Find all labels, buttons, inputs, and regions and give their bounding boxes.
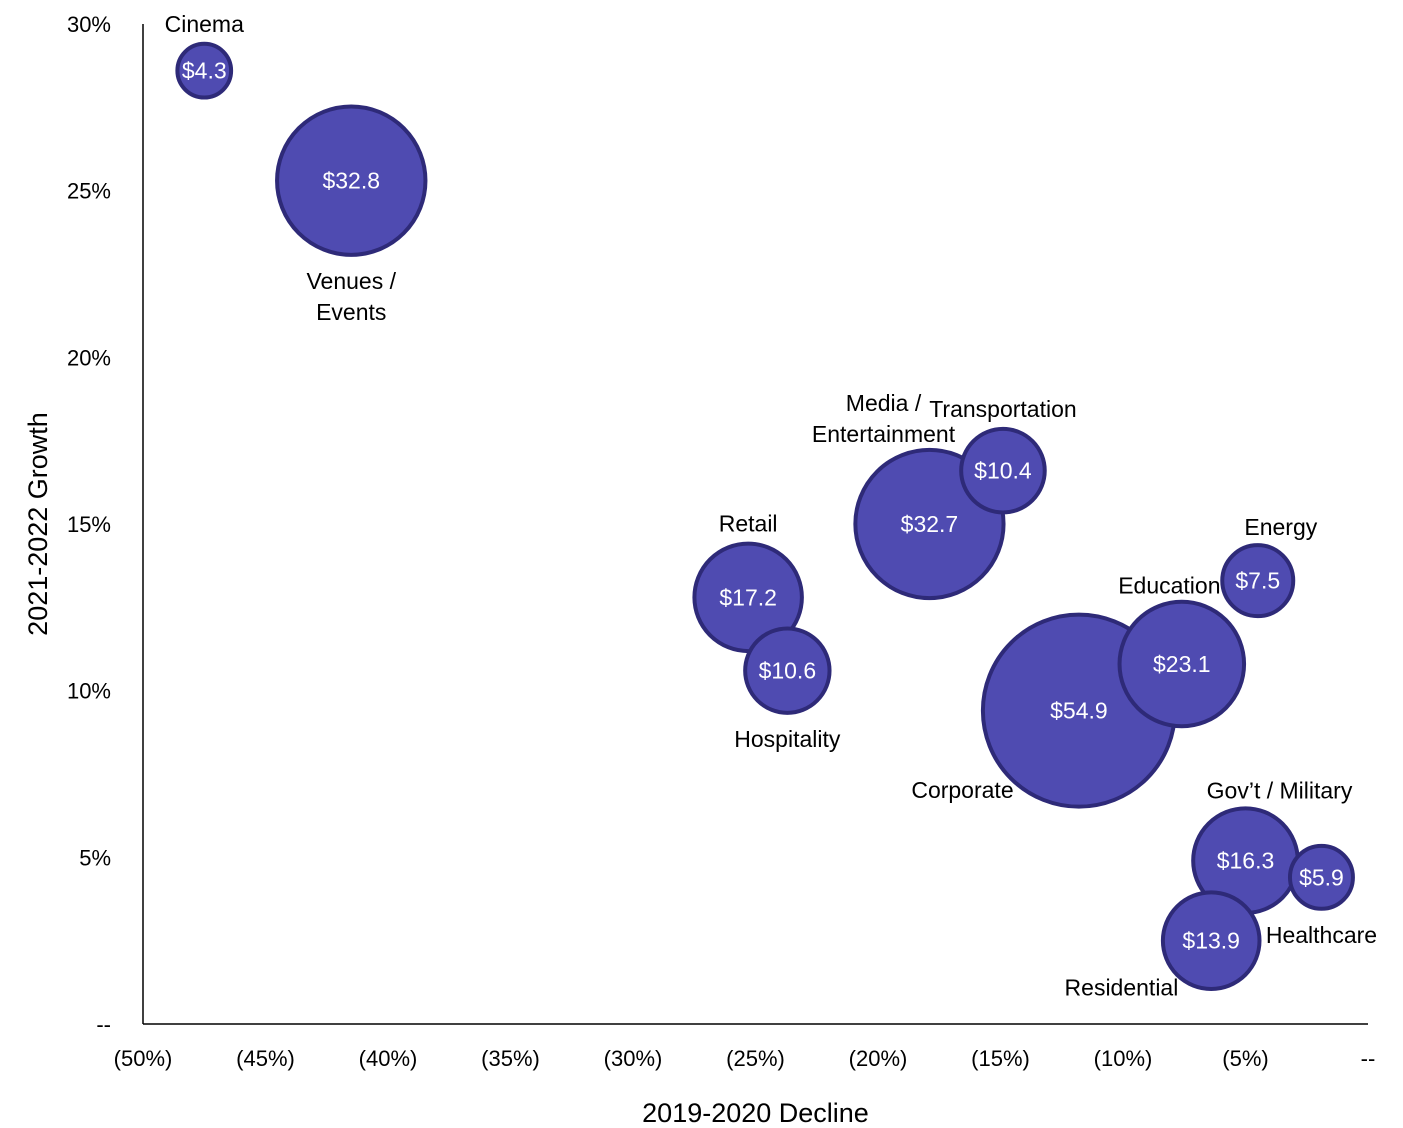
y-tick-label: --	[96, 1012, 111, 1037]
label-line: Cinema	[165, 11, 244, 37]
x-axis-title: 2019-2020 Decline	[642, 1098, 869, 1128]
label-media-entertainment: Media / Entertainment	[812, 390, 956, 447]
label-line: Education	[1118, 573, 1220, 599]
x-tick-label: (45%)	[236, 1046, 295, 1071]
y-axis-ticks: -- 5% 10% 15% 20% 25% 30%	[67, 12, 111, 1037]
bubble-value-venues-events: $32.8	[322, 168, 380, 194]
y-tick-label: 10%	[67, 679, 111, 704]
bubble-healthcare	[1287, 843, 1355, 911]
category-labels: Cinema Venues / Events Media / Entertainment…	[165, 11, 1377, 1001]
label-retail: Retail	[719, 511, 778, 537]
bubble-value-cinema: $4.3	[182, 58, 227, 84]
y-axis-title: 2021-2022 Growth	[23, 412, 53, 636]
label-corporate: Corporate	[911, 777, 1013, 803]
bubble-value-hospitality: $10.6	[759, 658, 817, 684]
label-line: Gov’t / Military	[1207, 777, 1353, 803]
bubble-education	[1117, 599, 1247, 729]
label-line: Residential	[1065, 975, 1179, 1001]
label-line: Transportation	[929, 396, 1076, 422]
x-tick-label: (15%)	[971, 1046, 1030, 1071]
label-line: Entertainment	[812, 421, 956, 447]
label-line: Events	[316, 299, 386, 325]
label-gov-t-military: Gov’t / Military	[1207, 777, 1353, 803]
x-tick-label: (5%)	[1222, 1046, 1268, 1071]
bubble-value-retail: $17.2	[719, 584, 777, 610]
bubble-value-energy: $7.5	[1235, 568, 1280, 594]
bubble-venues-events	[275, 104, 428, 257]
bubble-value-transportation: $10.4	[974, 458, 1032, 484]
bubble-transportation	[959, 426, 1047, 515]
label-hospitality: Hospitality	[734, 726, 841, 752]
x-tick-label: (40%)	[359, 1046, 418, 1071]
bubble-value-healthcare: $5.9	[1299, 864, 1344, 890]
bubble-cinema	[175, 41, 234, 100]
bubble-hospitality	[743, 626, 832, 715]
bubble-value-gov-t-military: $16.3	[1217, 848, 1275, 874]
x-tick-label: --	[1361, 1046, 1376, 1071]
y-tick-label: 20%	[67, 345, 111, 370]
label-line: Media /	[846, 390, 922, 416]
label-line: Corporate	[911, 777, 1013, 803]
label-line: Retail	[719, 511, 778, 537]
label-education: Education	[1118, 573, 1220, 599]
label-venues-events: Venues / Events	[306, 268, 396, 325]
label-cinema: Cinema	[165, 11, 244, 37]
y-tick-label: 25%	[67, 179, 111, 204]
label-line: Venues /	[306, 268, 396, 294]
bubble-residential	[1160, 890, 1262, 991]
x-tick-label: (20%)	[849, 1046, 908, 1071]
x-tick-label: (35%)	[481, 1046, 540, 1071]
x-tick-label: (25%)	[726, 1046, 785, 1071]
bubble-energy	[1220, 543, 1296, 619]
label-energy: Energy	[1244, 514, 1317, 540]
y-tick-label: 15%	[67, 512, 111, 537]
y-tick-label: 5%	[79, 845, 111, 870]
bubble-value-residential: $13.9	[1182, 928, 1240, 954]
label-line: Energy	[1244, 514, 1317, 540]
x-axis-ticks: (50%) (45%) (40%) (35%) (30%) (25%) (20%) (15%)…	[114, 1046, 1376, 1071]
bubble-value-corporate: $54.9	[1050, 698, 1108, 724]
x-tick-label: (10%)	[1094, 1046, 1153, 1071]
label-residential: Residential	[1065, 975, 1179, 1001]
x-tick-label: (30%)	[604, 1046, 663, 1071]
y-tick-label: 30%	[67, 12, 111, 37]
label-healthcare: Healthcare	[1266, 922, 1377, 948]
label-line: Healthcare	[1266, 922, 1377, 948]
bubble-value-media-entertainment: $32.7	[901, 511, 959, 537]
label-transportation: Transportation	[929, 396, 1076, 422]
bubble-value-education: $23.1	[1153, 651, 1211, 677]
label-line: Hospitality	[734, 726, 841, 752]
x-tick-label: (50%)	[114, 1046, 173, 1071]
axes	[142, 24, 1368, 1025]
bubbles: $4.3 $32.8 $32.7 $10.4 $17.2 $10.6 $54.9 $23.1 $…	[175, 41, 1355, 991]
